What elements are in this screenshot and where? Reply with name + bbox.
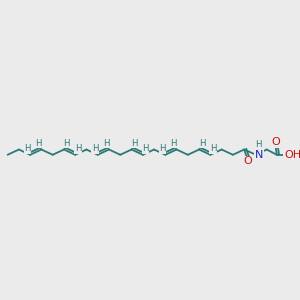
Text: H: H — [92, 144, 98, 153]
Text: O: O — [271, 137, 280, 147]
Text: H: H — [255, 140, 261, 149]
Text: N: N — [255, 150, 263, 160]
Text: H: H — [131, 139, 138, 148]
Text: H: H — [159, 144, 166, 153]
Text: H: H — [103, 139, 110, 148]
Text: H: H — [64, 139, 70, 148]
Text: H: H — [75, 144, 81, 153]
Text: H: H — [142, 144, 149, 153]
Text: H: H — [210, 144, 217, 153]
Text: O: O — [243, 157, 252, 166]
Text: H: H — [35, 139, 42, 148]
Text: H: H — [24, 144, 31, 153]
Text: OH: OH — [284, 150, 300, 160]
Text: H: H — [199, 139, 205, 148]
Text: H: H — [170, 139, 177, 148]
